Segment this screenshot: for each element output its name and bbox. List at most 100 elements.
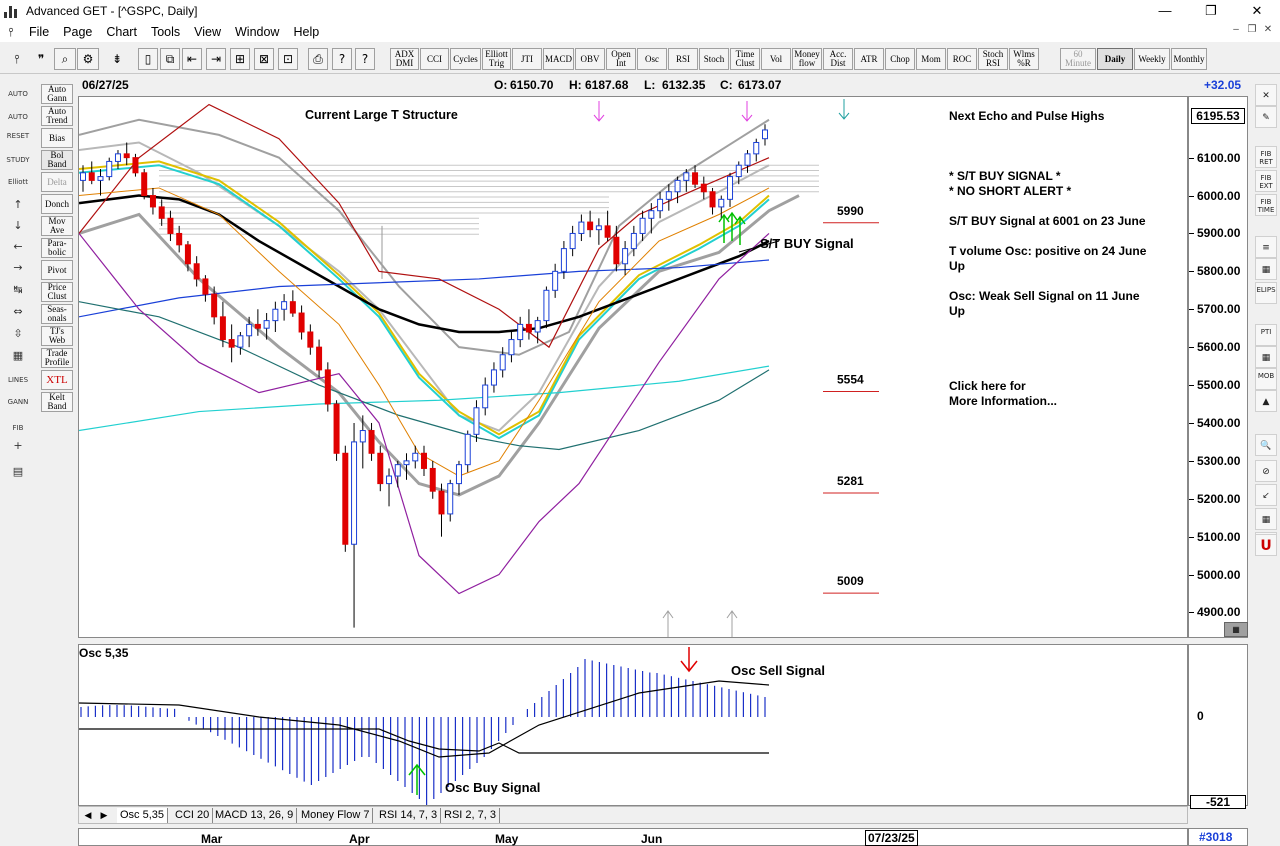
right-tool-3-icon[interactable]: FIB EXT <box>1255 170 1277 192</box>
menu-window[interactable]: Window <box>235 25 280 39</box>
indicator-stoch-button[interactable]: Stoch <box>699 48 729 70</box>
right-tool-14-icon[interactable]: ↙ <box>1255 484 1277 506</box>
study-auto-gann-button[interactable]: Auto Gann <box>41 84 73 104</box>
period-monthly-button[interactable]: Monthly <box>1171 48 1207 70</box>
tab-macd[interactable]: MACD 13, 26, 9 <box>212 808 298 823</box>
left-tool-10-icon[interactable]: ⇔ <box>13 305 23 318</box>
right-tool-0-icon[interactable]: ✕ <box>1255 84 1277 106</box>
more-info-link[interactable]: Click here for <box>949 379 1026 393</box>
doc-icon[interactable]: ⫯ <box>8 24 14 39</box>
expand-icon[interactable]: ⊡ <box>278 48 298 70</box>
minimize-button[interactable]: — <box>1158 3 1172 18</box>
indicator-open-int-button[interactable]: Open Int <box>606 48 636 70</box>
close-button[interactable]: ✕ <box>1251 3 1263 18</box>
scroll-left-icon[interactable]: ⇤ <box>182 48 202 70</box>
indicator-cci-button[interactable]: CCI <box>420 48 449 70</box>
study-donch-button[interactable]: Donch <box>41 194 73 214</box>
indicator-jti-button[interactable]: JTI <box>512 48 542 70</box>
indicator-elliott-trig-button[interactable]: Elliott Trig <box>482 48 511 70</box>
right-tool-4-icon[interactable]: FIB TIME <box>1255 194 1277 216</box>
tab-rsi-2[interactable]: RSI 2, 7, 3 <box>441 808 500 823</box>
left-tool-1-icon[interactable]: AUTO <box>8 113 28 121</box>
study-kelt-band-button[interactable]: Kelt Band <box>41 392 73 412</box>
price-chart[interactable]: 5990 5554 5281 5009 Current Large T Structu… <box>78 96 1188 638</box>
cursor-icon[interactable]: ⫯ <box>14 51 20 66</box>
menu-file[interactable]: File <box>29 25 50 39</box>
right-tool-15-icon[interactable]: ▦ <box>1255 508 1277 530</box>
left-tool-11-icon[interactable]: ⇳ <box>13 327 23 340</box>
indicator-osc-button[interactable]: Osc <box>637 48 667 70</box>
indicator-stoch-rsi-button[interactable]: Stoch RSI <box>978 48 1008 70</box>
study-auto-trend-button[interactable]: Auto Trend <box>41 106 73 126</box>
indicator-time-clust-button[interactable]: Time Clust <box>730 48 760 70</box>
left-tool-16-icon[interactable]: + <box>13 439 23 452</box>
mdi-restore-icon[interactable]: ❐ <box>1247 24 1257 35</box>
context-help-icon[interactable]: ? <box>355 48 375 70</box>
zoom-icon[interactable]: ⌕ <box>54 48 76 70</box>
right-tool-6-icon[interactable]: ▦ <box>1255 258 1277 280</box>
layout-icon[interactable]: ⊞ <box>230 48 250 70</box>
right-tool-5-icon[interactable]: ≡ <box>1255 236 1277 258</box>
indicator-atr-button[interactable]: ATR <box>854 48 884 70</box>
indicator-money-flow-button[interactable]: Money flow <box>792 48 822 70</box>
left-tool-3-icon[interactable]: STUDY <box>6 156 30 164</box>
indicator-mom-button[interactable]: Mom <box>916 48 946 70</box>
study-xtl-button[interactable]: XTL <box>41 370 73 390</box>
study-parabolic-button[interactable]: Para- bolic <box>41 238 73 258</box>
study-bol-band-button[interactable]: Bol Band <box>41 150 73 170</box>
right-tool-1-icon[interactable]: ✎ <box>1255 106 1277 128</box>
symbol-icon[interactable]: ⚙ <box>77 48 99 70</box>
study-seasonals-button[interactable]: Seas- onals <box>41 304 73 324</box>
left-tool-4-icon[interactable]: Elliott <box>7 178 29 186</box>
indicator-rsi-button[interactable]: RSI <box>668 48 698 70</box>
left-tool-12-icon[interactable]: ▦ <box>12 349 24 362</box>
study-delta-button[interactable]: Delta <box>41 172 73 192</box>
grid-icon[interactable]: ⊠ <box>254 48 274 70</box>
insert-icon[interactable]: ⇟ <box>111 51 123 66</box>
tab-rsi-14[interactable]: RSI 14, 7, 3 <box>376 808 442 823</box>
right-tool-9-icon[interactable]: ▦ <box>1255 346 1277 368</box>
right-tool-11-icon[interactable]: ▲ <box>1255 390 1277 412</box>
indicator-cycles-button[interactable]: Cycles <box>450 48 481 70</box>
copy-icon[interactable]: ⧉ <box>160 48 180 70</box>
axis-zoom-icon[interactable]: ▦ <box>1224 622 1248 637</box>
study-tjs-web-button[interactable]: TJ's Web <box>41 326 73 346</box>
left-tool-8-icon[interactable]: → <box>13 261 23 274</box>
left-tool-9-icon[interactable]: ↹ <box>13 283 23 296</box>
menu-view[interactable]: View <box>194 25 221 39</box>
tab-scroll-left-icon[interactable]: ◀ <box>84 810 92 820</box>
more-info-link-2[interactable]: More Information... <box>949 394 1057 408</box>
menu-chart[interactable]: Chart <box>106 25 137 39</box>
right-tool-10-icon[interactable]: MOB <box>1255 368 1277 390</box>
right-tool-7-icon[interactable]: ELIPS <box>1255 282 1277 304</box>
study-trade-profile-button[interactable]: Trade Profile <box>41 348 73 368</box>
maximize-button[interactable]: ❐ <box>1205 3 1217 18</box>
left-tool-6-icon[interactable]: ↓ <box>13 219 23 232</box>
left-tool-7-icon[interactable]: ← <box>13 240 23 253</box>
tab-money-flow[interactable]: Money Flow 7 <box>298 808 374 823</box>
indicator-acc-dist-button[interactable]: Acc. Dist <box>823 48 853 70</box>
indicator-macd-button[interactable]: MACD <box>543 48 574 70</box>
indicator-wms-r-button[interactable]: Wlms %R <box>1009 48 1039 70</box>
mdi-minimize-icon[interactable]: – <box>1233 24 1239 35</box>
left-tool-5-icon[interactable]: ↑ <box>13 198 23 211</box>
left-tool-15-icon[interactable]: FIB <box>12 424 24 432</box>
right-tool-13-icon[interactable]: ⊘ <box>1255 460 1277 482</box>
tab-osc[interactable]: Osc 5,35 <box>117 808 169 823</box>
left-tool-0-icon[interactable]: AUTO <box>8 90 28 98</box>
indicator-obv-button[interactable]: OBV <box>575 48 605 70</box>
period-daily-button[interactable]: Daily <box>1097 48 1133 70</box>
menu-help[interactable]: Help <box>293 25 320 39</box>
indicator-adx-button[interactable]: ADX DMI <box>390 48 419 70</box>
help-icon[interactable]: ? <box>332 48 352 70</box>
tab-cci[interactable]: CCI 20 <box>172 808 214 823</box>
left-tool-14-icon[interactable]: GANN <box>7 398 29 406</box>
right-tool-17-icon[interactable]: U <box>1255 534 1277 556</box>
right-tool-12-icon[interactable]: 🔍 <box>1255 434 1277 456</box>
study-pivot-button[interactable]: Pivot <box>41 260 73 280</box>
scroll-right-icon[interactable]: ⇥ <box>206 48 226 70</box>
study-bias-button[interactable]: Bias <box>41 128 73 148</box>
menu-tools[interactable]: Tools <box>150 25 181 39</box>
print-icon[interactable]: ⎙ <box>308 48 328 70</box>
tab-scroll-right-icon[interactable]: ▶ <box>100 810 108 820</box>
